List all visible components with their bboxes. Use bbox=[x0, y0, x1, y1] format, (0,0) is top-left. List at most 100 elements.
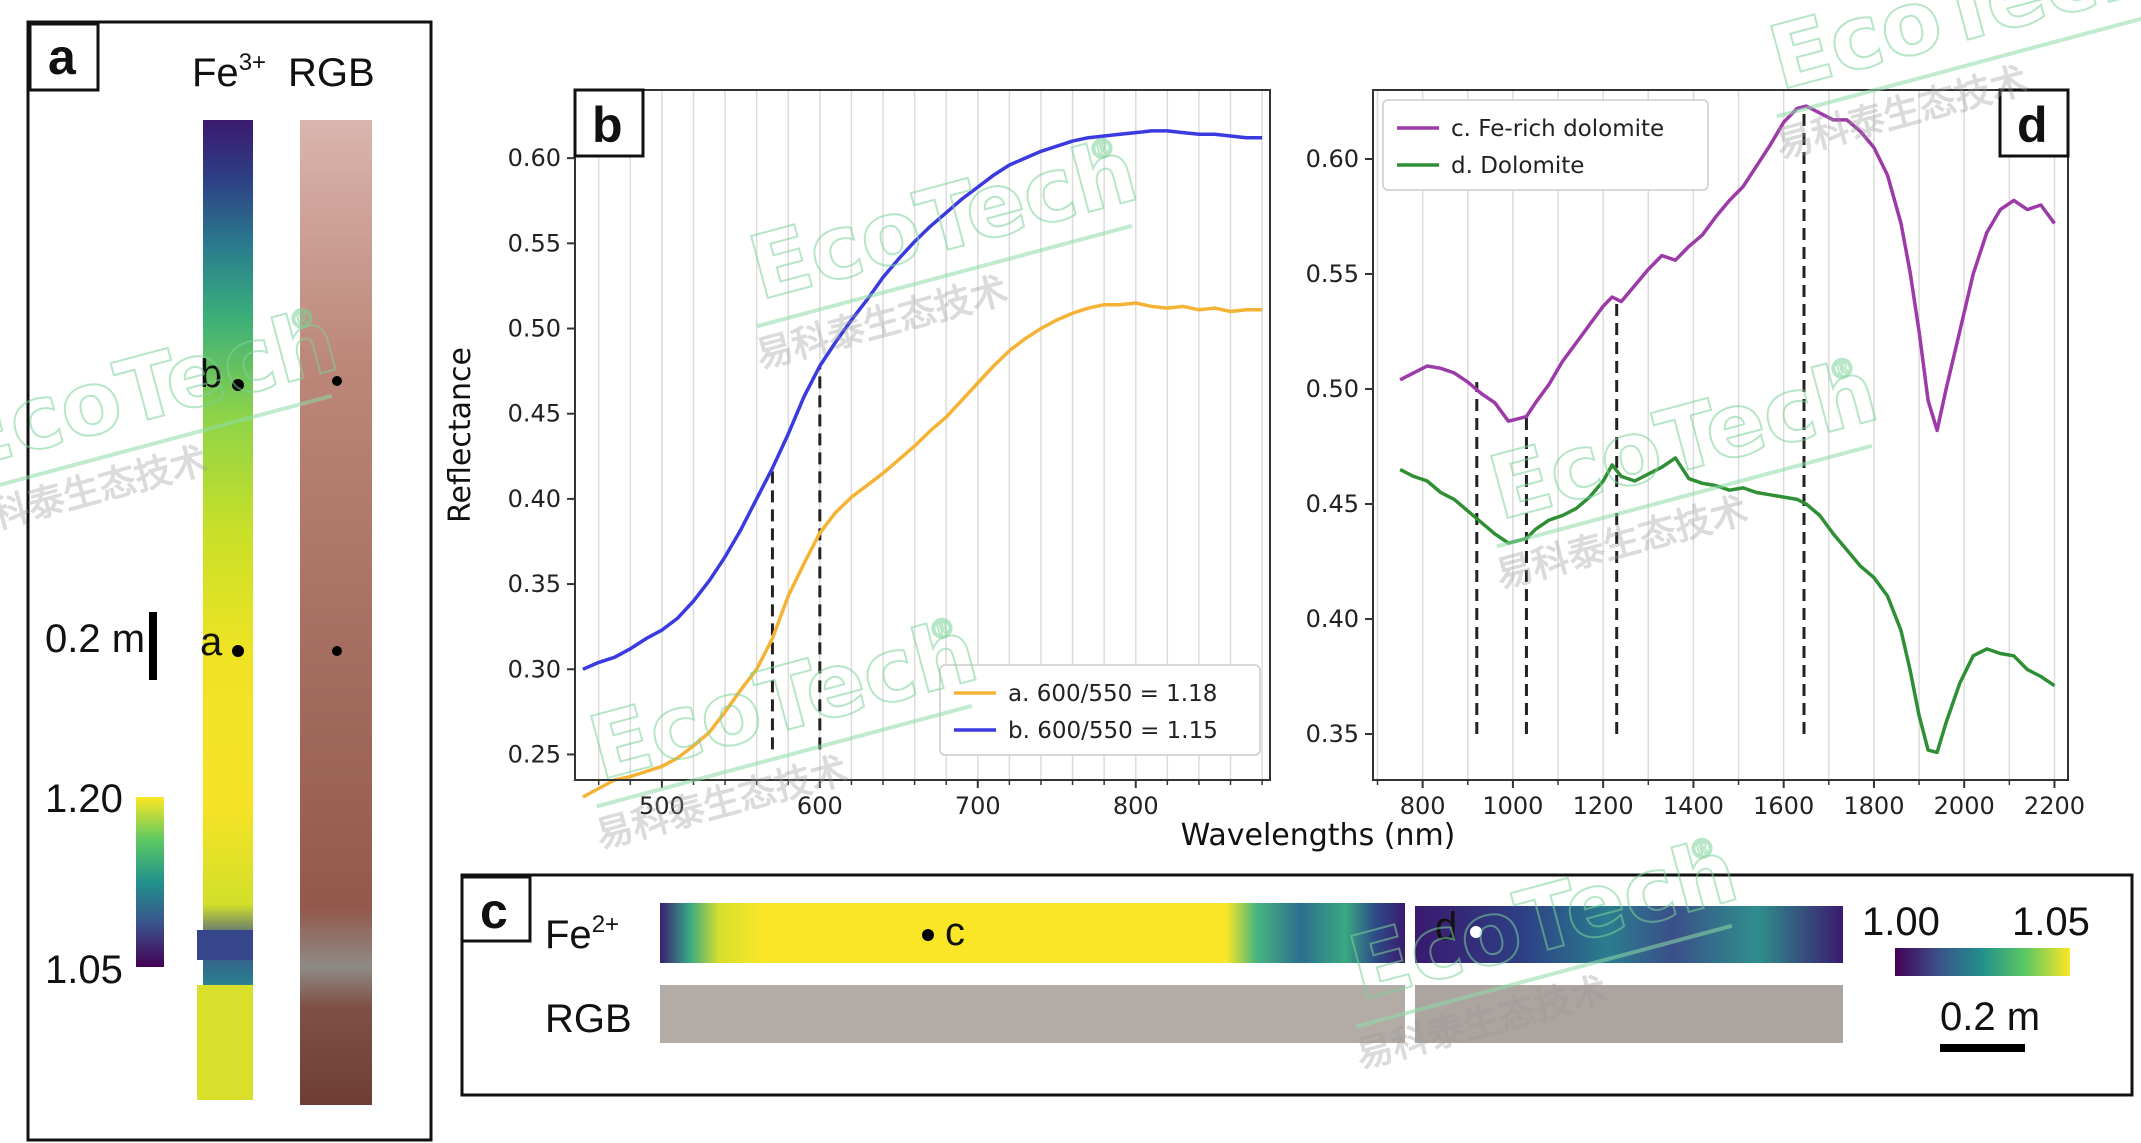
panel-a: a Fe3+ RGB b a 0.2 m 1.20 1.05 bbox=[26, 20, 433, 1142]
watermark-brand: EcoTech bbox=[1479, 338, 1888, 540]
rgb-point-b-marker bbox=[332, 376, 342, 386]
panel-d-series-line-2 bbox=[1399, 456, 2056, 755]
panel-c-scale-label: 0.2 m bbox=[1940, 995, 2040, 1039]
panel-b-xtick-label: 800 bbox=[1113, 792, 1159, 820]
panel-b-series-line-2 bbox=[582, 129, 1263, 671]
watermark-underline bbox=[1776, 13, 2141, 119]
panel-d-xtick-label: 1000 bbox=[1482, 792, 1543, 820]
panel-d-ytick-label: 0.55 bbox=[1306, 260, 1359, 288]
watermark-3: EcoTech®易科泰生态技术 bbox=[1758, 0, 2141, 167]
panel-b-ytick-label: 0.35 bbox=[508, 570, 561, 598]
point-d-label: d bbox=[1435, 905, 1457, 949]
watermark-underline bbox=[1496, 443, 1873, 549]
panel-c-label: c bbox=[480, 883, 508, 939]
panel-d-ytick-label: 0.35 bbox=[1306, 720, 1359, 748]
rgb-row-label: RGB bbox=[545, 997, 632, 1041]
panel-b-ytick-label: 0.60 bbox=[508, 144, 561, 172]
panel-b-label: b bbox=[592, 97, 623, 153]
panel-b-xtick-label: 500 bbox=[639, 792, 685, 820]
panel-d-label: d bbox=[2017, 97, 2048, 153]
panel-d-grid bbox=[1376, 90, 2056, 780]
panel-b-legend: a. 600/550 = 1.18 b. 600/550 = 1.15 bbox=[939, 664, 1261, 756]
fe3-colorbar-min: 1.05 bbox=[45, 948, 123, 992]
fe2-colorbar bbox=[1895, 948, 2070, 976]
panel-c: c Fe2+ RGB c d 1.00 1.05 0.2 m bbox=[460, 873, 2134, 1097]
watermark-brand: EcoTech bbox=[579, 598, 988, 800]
panel-d-axes bbox=[1372, 89, 2069, 781]
panel-d-ytick-label: 0.50 bbox=[1306, 375, 1359, 403]
panel-d: 800 1000 1200 1400 1600 1800 2000 2200 0.35 0.40 0… bbox=[1181, 88, 2085, 853]
fe2-colorbar-max: 1.05 bbox=[2012, 900, 2090, 944]
fe3-colorbar bbox=[136, 797, 164, 967]
panel-d-xtick-label: 800 bbox=[1400, 792, 1446, 820]
watermark-4: EcoTech®易科泰生态技术 bbox=[578, 597, 989, 857]
panel-b-ytick-label: 0.50 bbox=[508, 315, 561, 343]
fe3-core-band bbox=[197, 930, 253, 960]
fe3-core-image-lower bbox=[197, 985, 253, 1100]
point-a-marker bbox=[232, 645, 244, 657]
panel-a-frame bbox=[26, 20, 433, 1142]
panel-d-legend: c. Fe-rich dolomite d. Dolomite bbox=[1382, 99, 1709, 191]
panel-b-legend-entry: a. 600/550 = 1.18 bbox=[1008, 681, 1217, 707]
panel-b-ytick-label: 0.45 bbox=[508, 400, 561, 428]
panel-b-ytick-label: 0.55 bbox=[508, 229, 561, 257]
panel-b-xtick-label: 600 bbox=[797, 792, 843, 820]
fe3-title: Fe3+ bbox=[192, 49, 266, 95]
panel-a-label-box bbox=[28, 22, 100, 92]
panel-d-ytick-label: 0.45 bbox=[1306, 490, 1359, 518]
point-a-label: a bbox=[200, 620, 223, 664]
point-d-marker bbox=[1470, 926, 1482, 938]
panel-d-xtick-label: 2200 bbox=[2024, 792, 2085, 820]
panel-d-ytick-label: 0.60 bbox=[1306, 145, 1359, 173]
panel-d-xtick-label: 1600 bbox=[1753, 792, 1814, 820]
panel-d-xlabel: Wavelengths (nm) bbox=[1181, 818, 1456, 853]
panel-b-ylabel: Reflectance bbox=[443, 347, 478, 523]
watermark-cn: 易科泰生态技术 bbox=[1491, 489, 1752, 597]
panel-d-ytick-label: 0.40 bbox=[1306, 605, 1359, 633]
panel-b: 500 600 700 800 0.25 0.30 0.35 0.40 0.45 0.50 0.55… bbox=[443, 88, 1271, 820]
fe2-core-image-1 bbox=[660, 903, 1405, 963]
panel-a-label: a bbox=[48, 29, 77, 85]
watermark-cn: 易科泰生态技术 bbox=[0, 439, 212, 547]
watermark-reg: ® bbox=[1826, 351, 1860, 388]
watermark-cn: 易科泰生态技术 bbox=[1771, 59, 2032, 167]
panel-d-ticks: 800 1000 1200 1400 1600 1800 2000 2200 0.35 0.40 0… bbox=[1306, 145, 2085, 820]
watermark-reg: ® bbox=[1686, 831, 1720, 868]
fe2-row-label: Fe2+ bbox=[545, 911, 619, 957]
panel-c-label-box bbox=[460, 875, 532, 943]
panel-c-frame bbox=[460, 873, 2134, 1097]
panel-b-ytick-label: 0.25 bbox=[508, 740, 561, 768]
fe3-colorbar-max: 1.20 bbox=[45, 777, 123, 821]
panel-d-xtick-label: 1800 bbox=[1843, 792, 1904, 820]
panel-b-ytick-label: 0.30 bbox=[508, 655, 561, 683]
point-b-marker bbox=[232, 379, 244, 391]
panel-b-xtick-label: 700 bbox=[955, 792, 1001, 820]
panel-d-xtick-label: 2000 bbox=[1934, 792, 1995, 820]
panel-d-series-line-1 bbox=[1399, 104, 2056, 433]
rgb-title: RGB bbox=[288, 51, 375, 95]
panel-d-legend-box bbox=[1382, 99, 1709, 191]
panel-b-annotations bbox=[770, 366, 822, 750]
fe2-colorbar-min: 1.00 bbox=[1862, 900, 1940, 944]
panel-d-annotations bbox=[1475, 106, 1806, 734]
panel-b-legend-entry: b. 600/550 = 1.15 bbox=[1008, 718, 1218, 744]
panel-d-legend-entry: d. Dolomite bbox=[1451, 153, 1584, 179]
panel-b-ytick-label: 0.40 bbox=[508, 485, 561, 513]
watermark-brand: EcoTech bbox=[0, 288, 348, 490]
scale-bar-label: 0.2 m bbox=[45, 617, 145, 661]
watermark-reg: ® bbox=[926, 611, 960, 648]
rgb-core-image bbox=[300, 120, 372, 1105]
panel-d-xtick-label: 1200 bbox=[1573, 792, 1634, 820]
panel-d-series bbox=[1399, 104, 2056, 755]
point-b-label: b bbox=[200, 352, 222, 396]
panel-b-label-box bbox=[573, 88, 645, 158]
point-c-label: c bbox=[945, 910, 965, 954]
watermark-underline bbox=[0, 393, 333, 499]
watermark-brand: EcoTech bbox=[1759, 0, 2141, 110]
panel-d-xtick-label: 1400 bbox=[1663, 792, 1724, 820]
rgb-core-image-2 bbox=[1415, 985, 1843, 1043]
panel-d-legend-entry: c. Fe-rich dolomite bbox=[1451, 116, 1664, 142]
watermark-brand: EcoTech bbox=[739, 118, 1148, 320]
rgb-point-a-marker bbox=[332, 646, 342, 656]
